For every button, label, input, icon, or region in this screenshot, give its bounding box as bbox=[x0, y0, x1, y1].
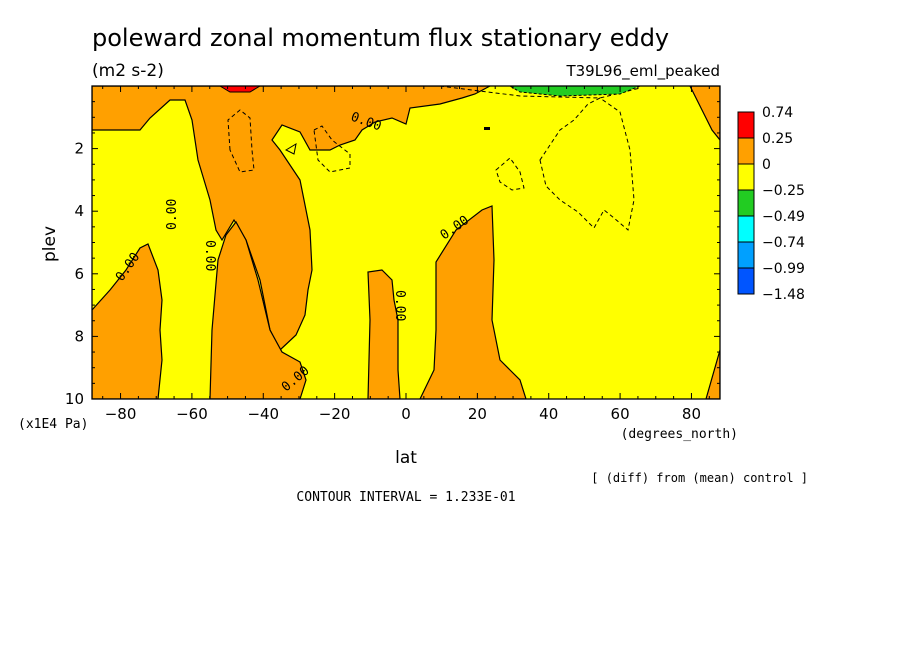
negative-contours bbox=[227, 86, 641, 231]
y-axis-units: (x1E4 Pa) bbox=[18, 417, 88, 432]
x-tick-label: 20 bbox=[468, 405, 487, 423]
x-tick-label: 60 bbox=[611, 405, 630, 423]
region-west-upper bbox=[92, 86, 491, 351]
colorbar-label: −0.74 bbox=[762, 235, 805, 251]
x-axis-units: (degrees_north) bbox=[621, 427, 738, 442]
colorbar-label: −1.48 bbox=[762, 287, 805, 303]
contour-label-2: 0.00 bbox=[165, 199, 180, 230]
chart-units: (m2 s-2) bbox=[92, 61, 164, 81]
x-tick-label: −60 bbox=[176, 405, 208, 423]
y-tick-label: 2 bbox=[74, 140, 84, 158]
small-triangle bbox=[284, 142, 297, 155]
neg-contour-top bbox=[439, 86, 641, 99]
x-tick-label: −80 bbox=[105, 405, 137, 423]
y-tick-label: 6 bbox=[74, 265, 84, 283]
top-positive-strip bbox=[219, 86, 261, 93]
top-negative-strip bbox=[509, 86, 641, 97]
experiment-label: T39L96_eml_peaked bbox=[565, 62, 720, 81]
x-tick-label: 40 bbox=[539, 405, 558, 423]
colorbar-swatch bbox=[737, 267, 755, 295]
small-feature bbox=[484, 127, 490, 130]
colorbar-swatch bbox=[737, 241, 755, 269]
region-central-lower bbox=[209, 220, 307, 399]
contour-interval-note: CONTOUR INTERVAL = 1.233E-01 bbox=[296, 490, 515, 505]
neg-contour-north-a bbox=[495, 157, 525, 191]
colorbar-label: 0 bbox=[762, 157, 771, 173]
colorbar-swatch bbox=[737, 111, 755, 139]
contour-label-5: 0.00 bbox=[392, 290, 407, 321]
neg-contour-south-a bbox=[227, 109, 255, 173]
colorbar-label: −0.99 bbox=[762, 261, 805, 277]
colorbar-label: 0.25 bbox=[762, 131, 793, 147]
region-north-lower bbox=[705, 349, 720, 399]
neg-contour-north-b bbox=[539, 97, 635, 231]
x-tick-label: −40 bbox=[247, 405, 279, 423]
region-west-lower bbox=[92, 243, 163, 399]
y-tick-label: 10 bbox=[65, 390, 84, 408]
colorbar-swatch bbox=[737, 163, 755, 191]
colorbar-label: 0.74 bbox=[762, 105, 793, 121]
colorbar: 0.74 0.25 0 −0.25 −0.49 −0.74 −0.99 −1.48 bbox=[737, 105, 805, 303]
y-tick-label: 8 bbox=[74, 327, 84, 345]
x-tick-label: 0 bbox=[401, 405, 411, 423]
colorbar-swatch bbox=[737, 189, 755, 217]
region-north-top bbox=[689, 86, 720, 141]
chart-title: poleward zonal momentum flux stationary … bbox=[92, 24, 669, 52]
x-tick-label: 80 bbox=[682, 405, 701, 423]
x-tick-label: −20 bbox=[319, 405, 351, 423]
contour-label-3: 0.00 bbox=[202, 240, 217, 271]
y-axis-label: plev bbox=[40, 226, 60, 262]
y-tick-label: 4 bbox=[74, 202, 84, 220]
colorbar-label: −0.25 bbox=[762, 183, 805, 199]
diff-note: [ (diff) from (mean) control ] bbox=[591, 471, 808, 485]
region-north-subtropics bbox=[419, 205, 527, 399]
positive-regions bbox=[92, 86, 720, 399]
plot-area: 0.00 0.00 0.00 0.00 0.00 0.00 0.00 −80 −6… bbox=[65, 85, 721, 423]
x-axis-label: lat bbox=[395, 448, 417, 468]
colorbar-swatch bbox=[737, 215, 755, 243]
y-axis-ticks: 2 4 6 8 10 bbox=[65, 101, 720, 408]
colorbar-swatch bbox=[737, 137, 755, 165]
colorbar-label: −0.49 bbox=[762, 209, 805, 225]
region-equator bbox=[367, 269, 401, 399]
x-axis-ticks: −80 −60 −40 −20 0 20 40 60 80 bbox=[102, 86, 710, 423]
